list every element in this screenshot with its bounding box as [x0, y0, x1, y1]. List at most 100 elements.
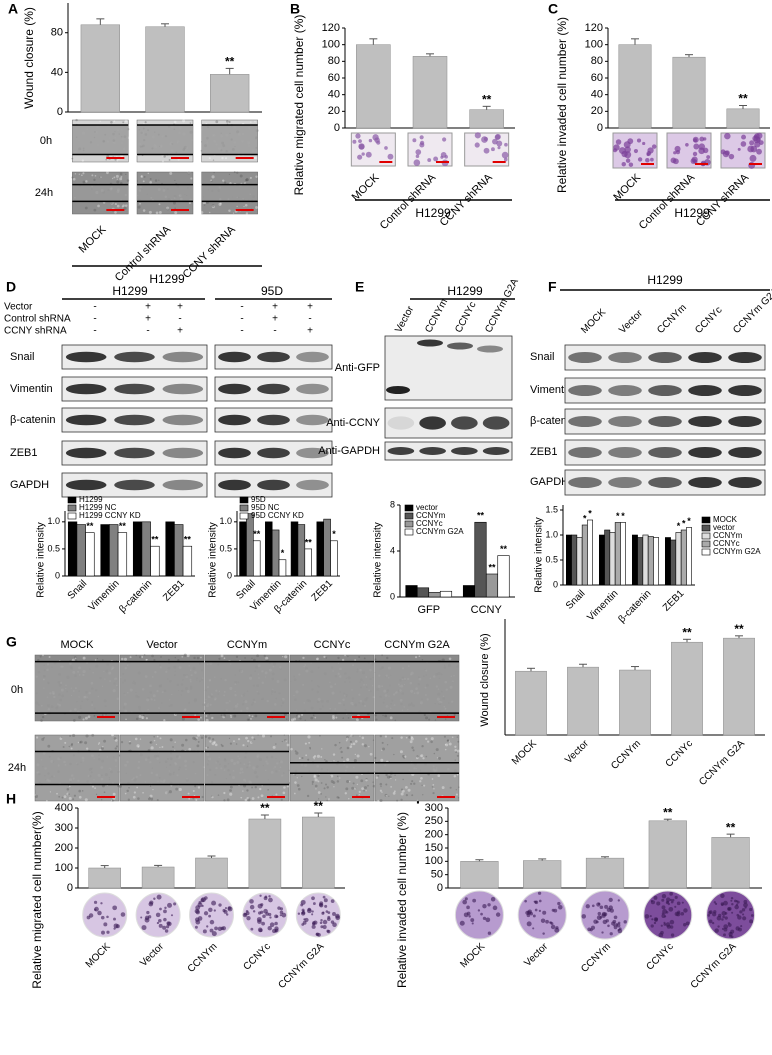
cell: [459, 920, 465, 926]
texture: [374, 658, 377, 661]
texture: [128, 740, 131, 743]
bar: [246, 513, 254, 577]
band: [114, 351, 155, 363]
texture: [196, 656, 200, 660]
cell: [322, 919, 328, 925]
band: [648, 416, 682, 427]
cell: [256, 917, 262, 922]
texture: [84, 716, 88, 720]
cell: [670, 157, 677, 164]
texture: [68, 745, 71, 748]
texture: [156, 735, 159, 738]
texture: [422, 757, 425, 760]
cell: [170, 914, 174, 917]
cell: [728, 923, 732, 927]
band: [386, 386, 410, 394]
cell: [617, 921, 621, 925]
cell: [683, 908, 688, 913]
texture: [297, 787, 301, 791]
axis-title: Relative intensity: [208, 522, 219, 598]
texture: [114, 738, 118, 742]
texture: [139, 202, 142, 205]
texture: [207, 746, 209, 749]
y-tick-label: 1.0: [47, 516, 60, 526]
texture: [150, 746, 154, 750]
texture: [181, 717, 185, 721]
texture: [156, 798, 159, 801]
texture: [257, 796, 260, 799]
band: [65, 447, 107, 459]
x-tick-label: CCNY shRNA: [181, 223, 239, 281]
legend-swatch: [701, 532, 711, 540]
texture: [332, 715, 335, 718]
texture: [120, 740, 124, 744]
cell: [542, 932, 545, 935]
texture: [208, 157, 211, 160]
texture: [172, 746, 174, 748]
bar: [174, 524, 184, 577]
cell: [466, 905, 470, 910]
band: [65, 351, 107, 363]
significance: *: [677, 521, 681, 531]
cell: [665, 922, 671, 927]
texture: [444, 718, 447, 720]
texture: [337, 796, 340, 799]
cell: [320, 919, 323, 922]
texture: [87, 715, 91, 719]
texture: [48, 655, 51, 658]
cell: [260, 903, 264, 907]
texture: [229, 789, 232, 792]
texture: [143, 175, 146, 178]
significance: *: [621, 511, 625, 521]
texture: [282, 655, 284, 658]
cell: [268, 912, 272, 917]
texture: [228, 120, 231, 124]
bar: [670, 539, 677, 586]
texture: [307, 758, 310, 761]
texture: [427, 740, 430, 743]
y-tick-label: 100: [585, 39, 603, 51]
cell: [644, 914, 650, 919]
texture: [393, 753, 395, 756]
cell: [721, 918, 724, 921]
bar: [614, 522, 621, 586]
texture: [93, 208, 97, 212]
texture: [326, 786, 329, 789]
bar: [523, 860, 562, 889]
cell: [628, 162, 634, 167]
cell: [470, 918, 475, 922]
texture: [42, 654, 44, 657]
texture: [340, 750, 343, 754]
texture: [245, 178, 249, 182]
texture: [186, 654, 190, 658]
texture: [233, 714, 237, 718]
texture: [458, 786, 460, 788]
cell: [365, 151, 372, 158]
texture: [248, 714, 251, 717]
y-tick-label: 80: [328, 55, 340, 67]
texture: [330, 774, 334, 778]
cell: [433, 156, 439, 162]
texture: [124, 792, 127, 795]
texture: [153, 739, 156, 742]
texture: [43, 737, 45, 739]
texture: [456, 773, 459, 776]
texture: [320, 782, 323, 784]
cell: [537, 891, 542, 895]
cell: [263, 896, 268, 901]
texture: [116, 204, 120, 208]
cell: [218, 903, 222, 907]
lane-label: CCNYm: [227, 639, 267, 651]
texture: [281, 740, 283, 743]
bar: [428, 592, 441, 598]
band: [608, 416, 642, 427]
bar: [278, 559, 287, 577]
texture: [455, 751, 458, 753]
texture: [34, 794, 38, 798]
texture: [300, 713, 304, 716]
cell: [558, 904, 563, 910]
legend-swatch: [404, 520, 414, 528]
cell: [749, 154, 757, 162]
texture: [120, 175, 123, 178]
